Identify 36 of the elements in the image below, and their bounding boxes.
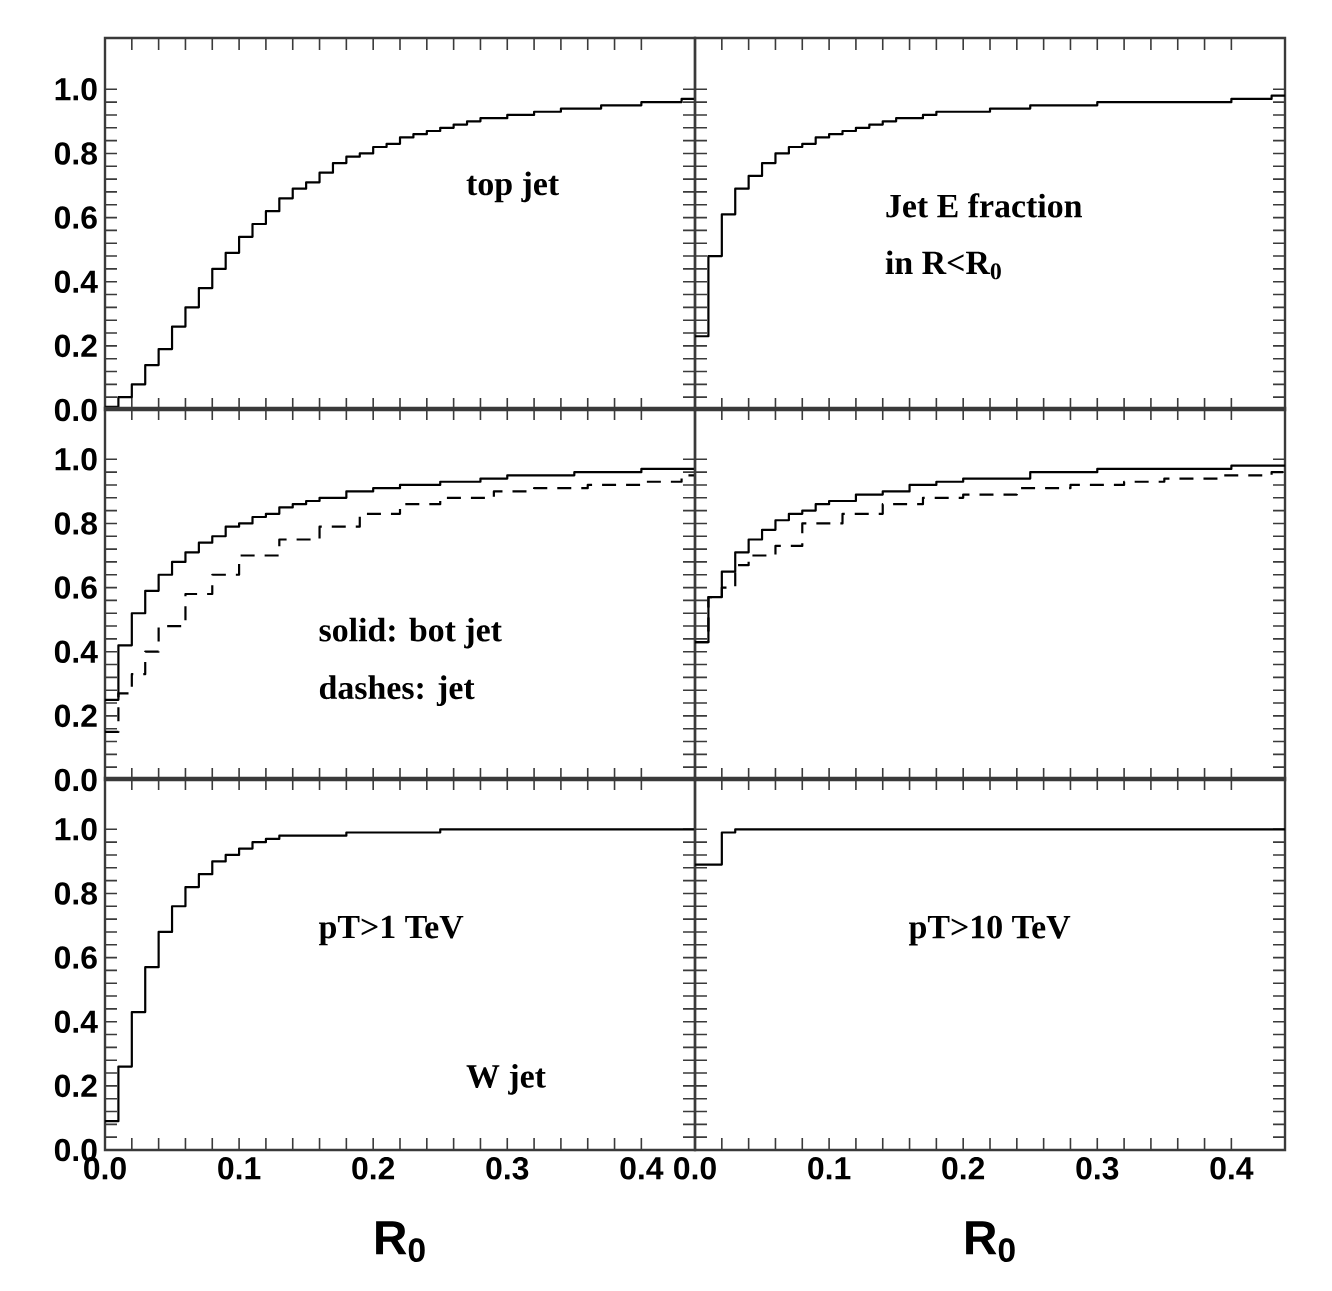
y-tick-label: 0.0 (54, 398, 97, 422)
y-tick-label: 0.2 (54, 334, 97, 358)
annotation: pT>10 TeV (908, 915, 1071, 946)
annotation: W jet (466, 1063, 546, 1095)
x-tick-label: 0.2 (942, 1157, 985, 1180)
y-tick-label: 0.8 (54, 882, 97, 905)
y-tick-label: 0.2 (54, 1074, 97, 1098)
y-tick-label: 1.0 (55, 818, 97, 841)
y-tick-label: 0.6 (54, 206, 97, 229)
annotation: dashes: jet (319, 675, 475, 707)
annotation: in R<R$_{0}$ (885, 250, 1001, 280)
x-tick-label: 0.0 (674, 1157, 716, 1180)
x-tick-label: 0.3 (486, 1157, 529, 1180)
y-tick-label: 0.4 (54, 1010, 98, 1034)
y-tick-label: 0.8 (54, 512, 97, 535)
x-axis-title: R$_{0}$ (966, 1221, 1015, 1262)
y-tick-label: 0.0 (54, 768, 97, 792)
annotation: pT>1 TeV (318, 915, 464, 946)
x-tick-label: 0.4 (620, 1157, 664, 1180)
annotation: top jet (466, 171, 559, 203)
x-axis-title: R$_{0}$ (376, 1221, 425, 1262)
x-tick-label: 0.1 (218, 1157, 261, 1180)
y-tick-label: 0.2 (54, 704, 97, 728)
x-tick-label: 0.2 (352, 1157, 395, 1180)
x-tick-label: 0.1 (808, 1157, 851, 1180)
y-tick-label: 1.0 (55, 78, 97, 101)
y-tick-label: 0.6 (54, 576, 97, 599)
y-tick-label: 0.4 (54, 270, 98, 293)
x-tick-label: 0.3 (1076, 1157, 1119, 1180)
y-tick-label: 1.0 (55, 448, 97, 471)
x-tick-label: 0.4 (1210, 1157, 1254, 1180)
y-tick-label: 0.8 (54, 142, 97, 165)
annotation: solid: bot jet (319, 617, 502, 649)
y-tick-label: 0.6 (54, 946, 97, 969)
annotation: Jet E fraction (886, 193, 1082, 218)
y-tick-label: 0.4 (54, 640, 98, 663)
